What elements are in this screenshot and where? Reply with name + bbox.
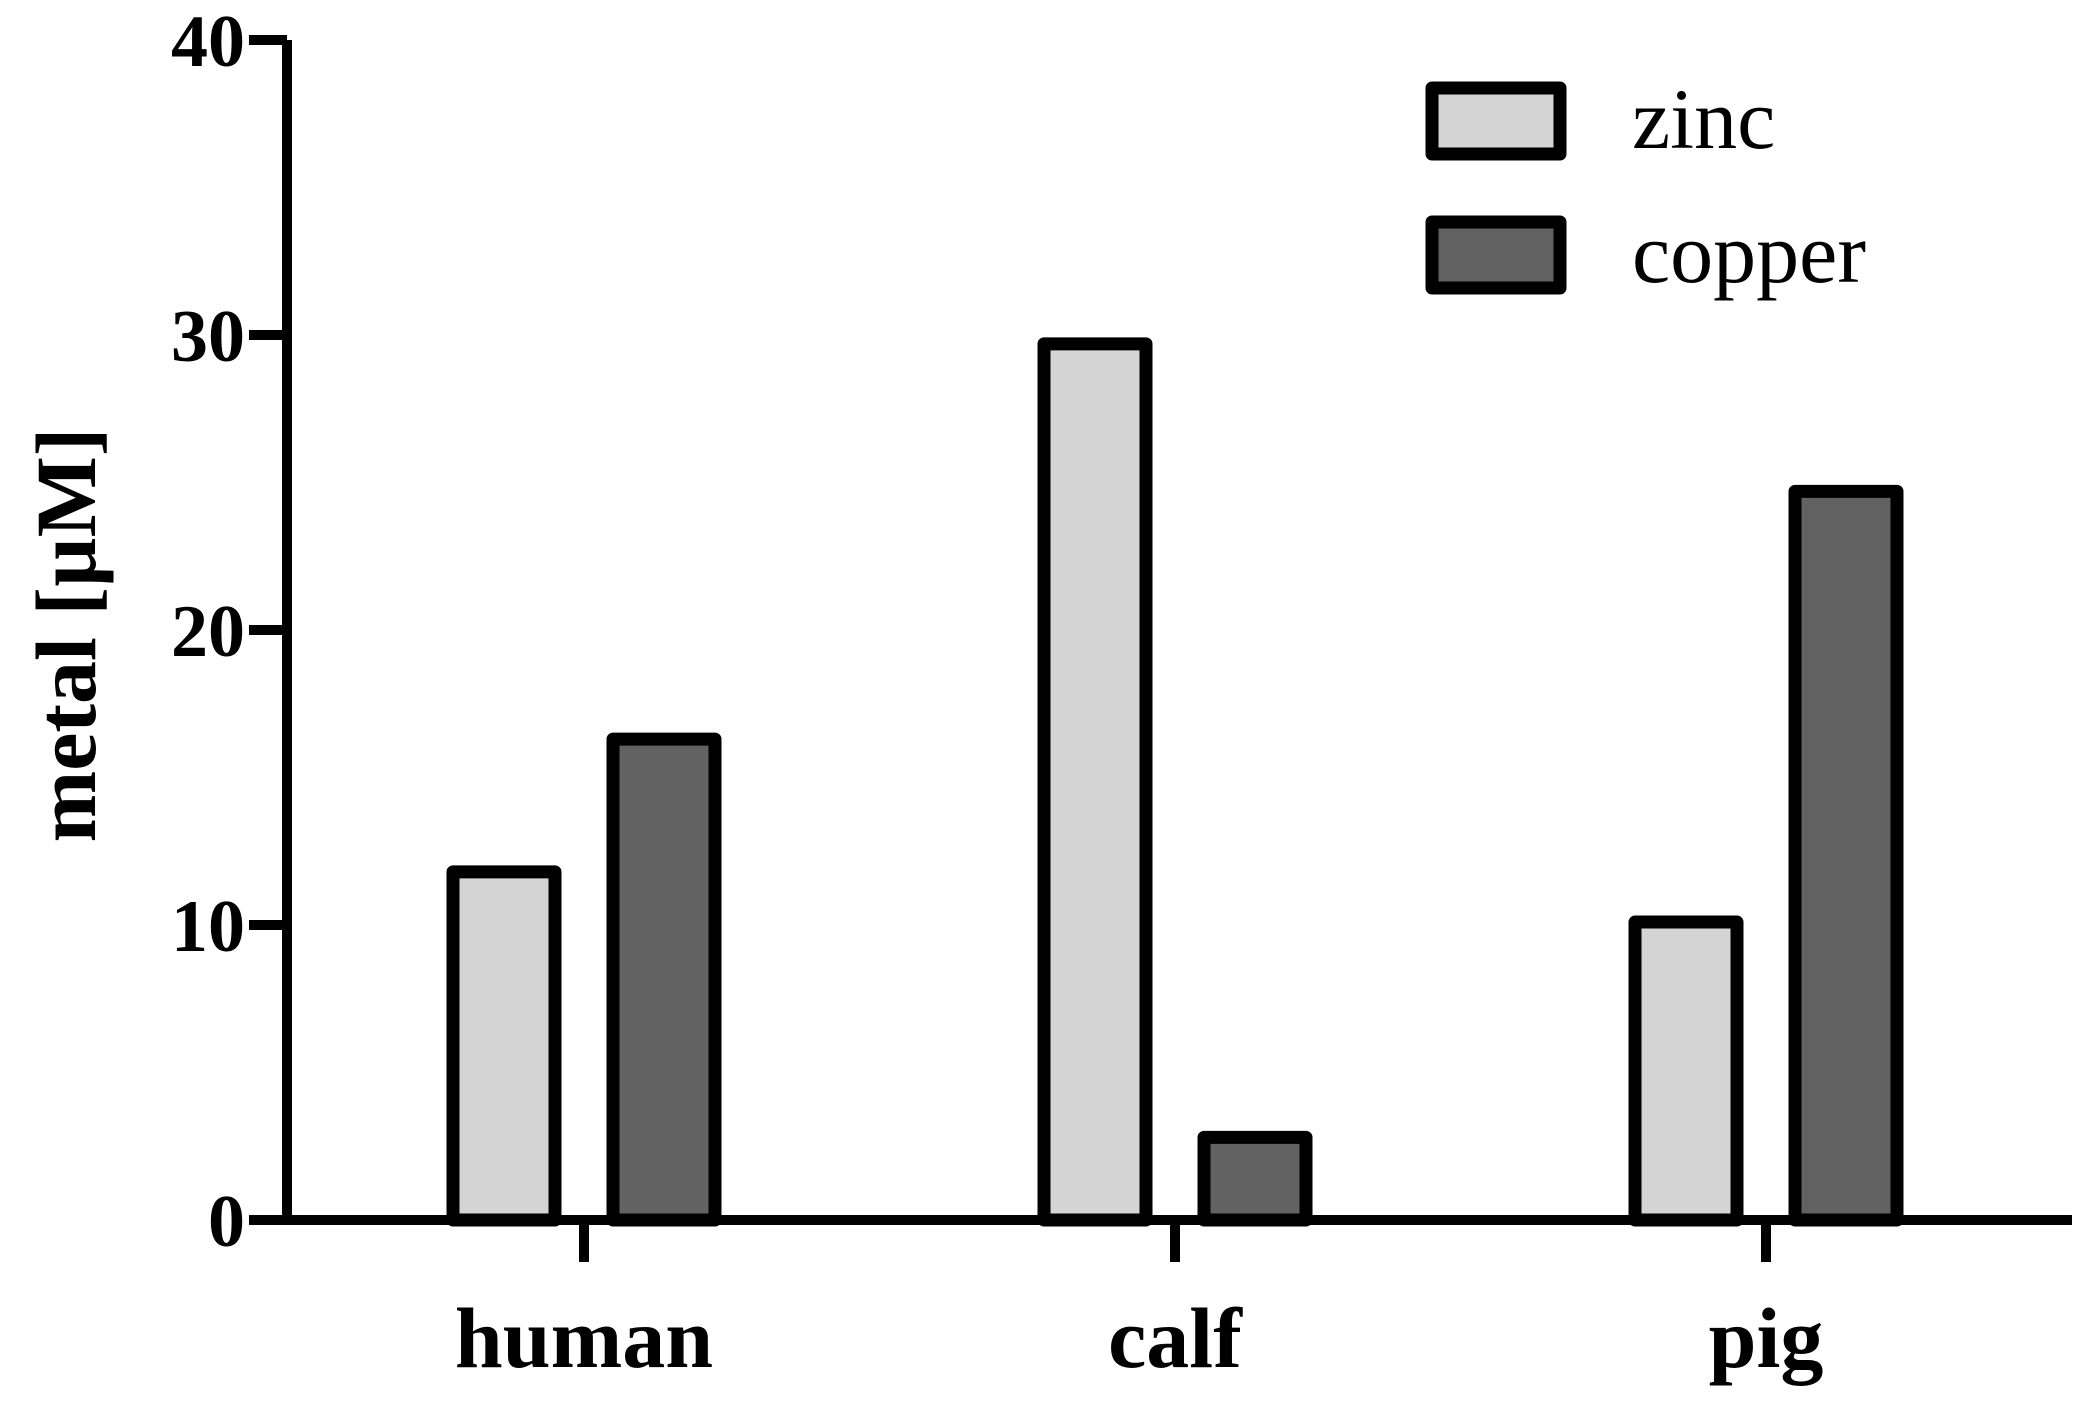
x-tick-label-human: human: [455, 1290, 713, 1386]
bar-zinc-pig: [1628, 915, 1744, 1227]
legend-label-zinc: zinc: [1632, 71, 1775, 167]
bar-copper-human: [606, 732, 722, 1227]
y-tick-label-0: 0: [208, 1181, 245, 1263]
legend-swatch-copper: [1425, 215, 1567, 295]
bar-copper-calf: [1197, 1130, 1313, 1227]
bar-zinc-human: [446, 865, 562, 1227]
legend-label-copper: copper: [1632, 205, 1866, 301]
y-tick-label-20: 20: [171, 591, 245, 673]
labels-layer: 0 10 20 30 40 human calf pig: [171, 1, 1823, 1386]
legend-swatch-zinc: [1425, 81, 1567, 161]
legend: zinc copper: [1425, 71, 1866, 301]
y-tick-label-30: 30: [171, 296, 245, 378]
y-tick-label-10: 10: [171, 886, 245, 968]
x-tick-label-calf: calf: [1108, 1290, 1243, 1386]
x-tick-label-pig: pig: [1709, 1290, 1824, 1386]
bar-zinc-calf: [1037, 337, 1153, 1227]
bar-copper-pig: [1788, 484, 1904, 1227]
y-axis-title: metal [µM]: [18, 428, 114, 843]
bars-layer: [446, 337, 1904, 1227]
axes-layer: [249, 35, 2072, 1262]
y-tick-label-40: 40: [171, 1, 245, 83]
